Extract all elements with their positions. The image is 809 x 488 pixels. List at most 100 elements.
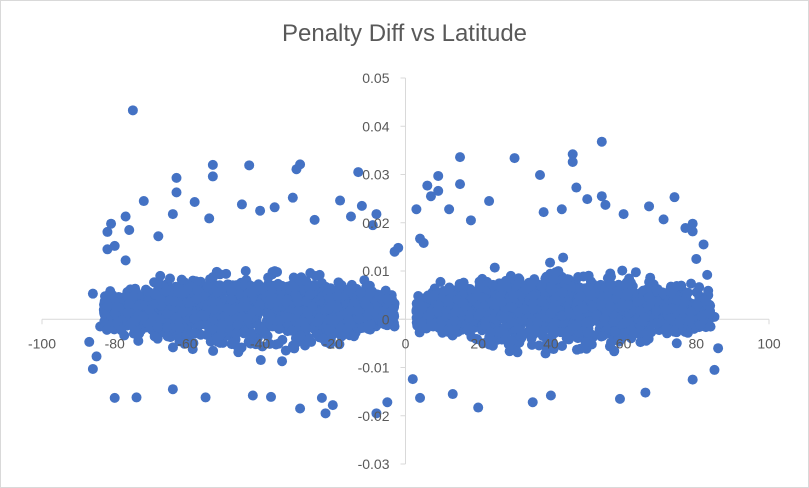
data-point <box>214 269 225 280</box>
data-point <box>619 318 630 329</box>
data-point <box>377 316 388 327</box>
data-point <box>630 267 641 278</box>
y-tick-label: -0.01 <box>358 360 390 376</box>
data-point <box>632 297 643 308</box>
data-point <box>425 191 436 202</box>
x-tick-label: -80 <box>105 335 125 351</box>
data-point <box>626 333 637 344</box>
data-point <box>254 322 265 333</box>
data-point <box>626 325 637 336</box>
data-point <box>120 211 131 222</box>
data-point <box>658 214 669 225</box>
data-point <box>480 320 491 331</box>
data-point <box>587 302 598 313</box>
data-point <box>465 215 476 226</box>
data-point <box>200 392 211 403</box>
data-point <box>342 323 353 334</box>
data-point <box>236 342 247 353</box>
data-point <box>596 136 607 147</box>
data-point <box>463 324 474 335</box>
data-point <box>154 278 165 289</box>
data-point <box>557 341 568 352</box>
data-point <box>171 187 182 198</box>
data-point <box>152 322 163 333</box>
data-point <box>616 333 627 344</box>
data-point <box>618 209 629 220</box>
data-point <box>433 170 444 181</box>
data-point <box>265 295 276 306</box>
data-point <box>277 356 288 367</box>
x-tick-label: -40 <box>250 335 270 351</box>
data-point <box>107 290 118 301</box>
data-point <box>91 351 102 362</box>
data-point <box>116 325 127 336</box>
data-point <box>255 205 266 216</box>
data-point <box>536 280 547 291</box>
data-point <box>155 270 166 281</box>
data-point <box>564 308 575 319</box>
data-point <box>640 387 651 398</box>
x-tick-labels: -100 -80 -60 -40 -20 0 20 40 60 80 100 <box>28 335 781 351</box>
data-point <box>605 278 616 289</box>
data-point <box>582 194 593 205</box>
data-point <box>152 333 163 344</box>
data-point <box>438 286 449 297</box>
data-point <box>571 182 582 193</box>
data-point <box>484 196 495 207</box>
data-point <box>617 265 628 276</box>
data-point <box>407 374 418 385</box>
data-point <box>638 285 649 296</box>
data-point <box>599 313 610 324</box>
data-point <box>236 311 247 322</box>
data-point <box>489 262 500 273</box>
data-point <box>295 330 306 341</box>
data-point <box>176 274 187 285</box>
data-point <box>538 325 549 336</box>
data-point <box>167 209 178 220</box>
data-point <box>644 201 655 212</box>
data-point <box>353 167 364 178</box>
data-point <box>546 335 557 346</box>
data-point <box>189 197 200 208</box>
data-point <box>160 286 171 297</box>
data-point <box>567 156 578 167</box>
data-point <box>178 306 189 317</box>
data-point <box>472 334 483 345</box>
data-point <box>292 293 303 304</box>
data-point <box>231 328 242 339</box>
data-point <box>571 344 582 355</box>
data-point <box>516 329 527 340</box>
data-point <box>389 311 400 322</box>
data-point <box>709 364 720 375</box>
data-point <box>421 323 432 334</box>
data-point <box>496 296 507 307</box>
data-point <box>411 204 422 215</box>
x-tick-label: 100 <box>757 335 781 351</box>
data-point <box>417 302 428 313</box>
data-point <box>226 294 237 305</box>
data-point <box>122 307 133 318</box>
data-point <box>336 280 347 291</box>
data-point <box>449 315 460 326</box>
data-point <box>382 397 393 408</box>
data-point <box>687 218 698 229</box>
data-point <box>125 319 136 330</box>
data-point <box>269 202 280 213</box>
data-point <box>329 315 340 326</box>
data-point <box>556 204 567 215</box>
data-point <box>165 273 176 284</box>
data-point <box>120 255 131 266</box>
data-point <box>686 278 697 289</box>
data-point <box>191 293 202 304</box>
y-tick-label: 0.03 <box>362 167 389 183</box>
data-point <box>581 317 592 328</box>
data-point <box>291 337 302 348</box>
data-point <box>367 220 378 231</box>
data-point <box>698 239 709 250</box>
data-point <box>317 333 328 344</box>
data-point <box>345 305 356 316</box>
data-point <box>314 269 325 280</box>
data-point <box>169 296 180 307</box>
